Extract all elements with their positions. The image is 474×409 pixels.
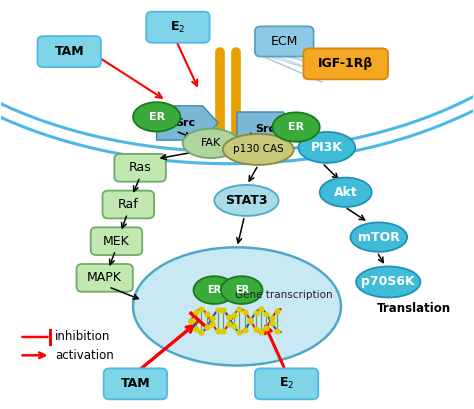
Text: p70S6K: p70S6K [361, 275, 415, 288]
Text: inhibition: inhibition [55, 330, 110, 344]
Ellipse shape [273, 112, 319, 142]
Text: ER: ER [148, 112, 165, 122]
Ellipse shape [356, 266, 420, 297]
FancyBboxPatch shape [37, 36, 101, 67]
Ellipse shape [214, 185, 279, 216]
Ellipse shape [133, 102, 180, 132]
FancyBboxPatch shape [255, 369, 318, 399]
Polygon shape [237, 112, 299, 146]
FancyBboxPatch shape [104, 369, 167, 399]
Ellipse shape [193, 276, 235, 304]
Text: TAM: TAM [120, 378, 150, 390]
Text: TAM: TAM [55, 45, 84, 58]
Ellipse shape [350, 222, 407, 252]
Ellipse shape [133, 247, 341, 366]
Text: PI3K: PI3K [311, 141, 343, 154]
Text: Src: Src [175, 118, 195, 128]
Text: Translation: Translation [377, 302, 451, 315]
Text: Akt: Akt [334, 186, 357, 199]
Ellipse shape [223, 134, 294, 165]
Text: Raf: Raf [118, 198, 139, 211]
Text: STAT3: STAT3 [225, 194, 268, 207]
Text: IGF-1Rβ: IGF-1Rβ [318, 57, 374, 70]
Text: E$_2$: E$_2$ [279, 376, 294, 391]
Text: E$_2$: E$_2$ [170, 20, 185, 35]
Text: Gene transcription: Gene transcription [236, 290, 333, 300]
Text: activation: activation [55, 349, 114, 362]
FancyBboxPatch shape [102, 191, 154, 218]
Text: ER: ER [288, 122, 304, 132]
Polygon shape [156, 106, 218, 140]
FancyBboxPatch shape [303, 48, 388, 79]
Text: Ras: Ras [129, 161, 152, 174]
Text: ER: ER [207, 285, 221, 295]
Text: Src: Src [255, 124, 275, 134]
Text: p130 CAS: p130 CAS [233, 144, 283, 155]
FancyBboxPatch shape [76, 264, 133, 292]
Ellipse shape [319, 178, 372, 207]
Text: FAK: FAK [201, 138, 221, 148]
Ellipse shape [299, 132, 355, 163]
Text: MEK: MEK [103, 235, 130, 248]
Text: ER: ER [235, 285, 249, 295]
Text: MAPK: MAPK [87, 271, 122, 284]
Ellipse shape [182, 129, 239, 158]
FancyBboxPatch shape [91, 227, 142, 255]
Ellipse shape [221, 276, 263, 304]
Text: ECM: ECM [271, 35, 298, 48]
FancyBboxPatch shape [255, 26, 314, 56]
FancyBboxPatch shape [114, 154, 166, 182]
Text: mTOR: mTOR [358, 231, 400, 244]
FancyBboxPatch shape [146, 12, 210, 43]
